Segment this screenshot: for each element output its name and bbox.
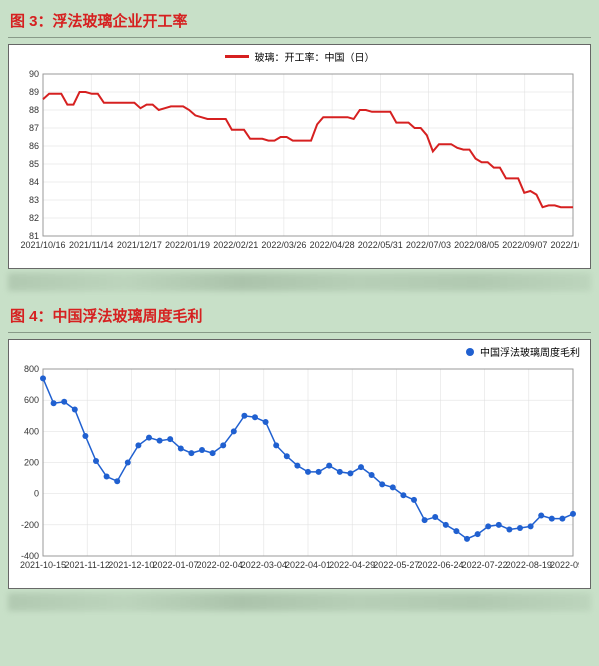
svg-text:2022/04/28: 2022/04/28 <box>310 240 355 250</box>
svg-text:2022/02/21: 2022/02/21 <box>213 240 258 250</box>
svg-text:2022/03/26: 2022/03/26 <box>261 240 306 250</box>
svg-text:2022/05/31: 2022/05/31 <box>358 240 403 250</box>
svg-text:2022-04-01: 2022-04-01 <box>285 560 331 570</box>
svg-text:90: 90 <box>29 69 39 79</box>
svg-text:83: 83 <box>29 195 39 205</box>
svg-text:0: 0 <box>34 489 39 499</box>
svg-text:85: 85 <box>29 159 39 169</box>
svg-text:2022/07/03: 2022/07/03 <box>406 240 451 250</box>
svg-text:82: 82 <box>29 213 39 223</box>
svg-text:2022/09/07: 2022/09/07 <box>502 240 547 250</box>
chart1-title: 图 3：浮法玻璃企业开工率 <box>8 6 591 38</box>
chart2-legend-label: 中国浮法玻璃周度毛利 <box>480 344 580 359</box>
svg-text:2021/10/16: 2021/10/16 <box>20 240 65 250</box>
svg-text:87: 87 <box>29 123 39 133</box>
svg-text:2021/12/17: 2021/12/17 <box>117 240 162 250</box>
svg-text:2021-11-12: 2021-11-12 <box>64 560 109 570</box>
svg-text:2022-09-16: 2022-09-16 <box>550 560 579 570</box>
chart2-plot: -400-20002004006008002021-10-152021-11-1… <box>9 363 579 588</box>
svg-text:2022-01-07: 2022-01-07 <box>152 560 198 570</box>
svg-text:2021/11/14: 2021/11/14 <box>69 240 113 250</box>
svg-text:2022-05-27: 2022-05-27 <box>373 560 419 570</box>
svg-text:2022-06-24: 2022-06-24 <box>417 560 463 570</box>
svg-text:2022/10/12: 2022/10/12 <box>550 240 579 250</box>
chart1-box: 玻璃：开工率：中国（日） 818283848586878889902021/10… <box>8 44 591 269</box>
chart2-legend: 中国浮法玻璃周度毛利 <box>9 340 590 363</box>
chart1-legend: 玻璃：开工率：中国（日） <box>9 45 590 68</box>
svg-text:200: 200 <box>24 458 39 468</box>
svg-text:2022-07-22: 2022-07-22 <box>462 560 508 570</box>
svg-text:88: 88 <box>29 105 39 115</box>
svg-text:84: 84 <box>29 177 39 187</box>
svg-text:400: 400 <box>24 426 39 436</box>
svg-text:2022-08-19: 2022-08-19 <box>506 560 552 570</box>
chart1-source-blur <box>8 273 591 291</box>
svg-text:2022/08/05: 2022/08/05 <box>454 240 499 250</box>
svg-text:2022/01/19: 2022/01/19 <box>165 240 210 250</box>
svg-text:89: 89 <box>29 87 39 97</box>
chart1-plot: 818283848586878889902021/10/162021/11/14… <box>9 68 579 268</box>
svg-text:2021-10-15: 2021-10-15 <box>20 560 66 570</box>
legend-swatch <box>225 55 249 58</box>
svg-text:2022-04-29: 2022-04-29 <box>329 560 375 570</box>
svg-text:800: 800 <box>24 364 39 374</box>
chart2-box: 中国浮法玻璃周度毛利 -400-20002004006008002021-10-… <box>8 339 591 589</box>
svg-text:2021-12-10: 2021-12-10 <box>108 560 154 570</box>
svg-text:2022-03-04: 2022-03-04 <box>241 560 287 570</box>
svg-text:600: 600 <box>24 395 39 405</box>
svg-text:-200: -200 <box>21 520 39 530</box>
legend-marker-icon <box>466 348 474 356</box>
svg-text:86: 86 <box>29 141 39 151</box>
chart1-legend-label: 玻璃：开工率：中国（日） <box>255 49 375 64</box>
svg-text:2022-02-04: 2022-02-04 <box>197 560 243 570</box>
chart2-title: 图 4：中国浮法玻璃周度毛利 <box>8 301 591 333</box>
chart2-source-blur <box>8 593 591 611</box>
